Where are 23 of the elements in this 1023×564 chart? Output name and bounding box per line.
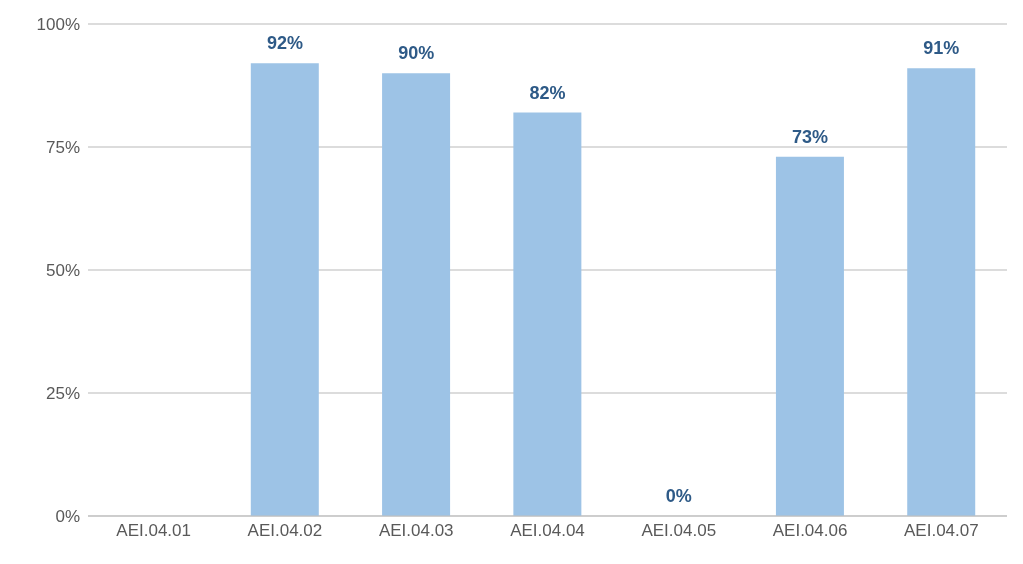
bar [382,73,451,516]
x-tick-label: AEI.04.02 [247,521,323,541]
data-label: 90% [398,43,435,64]
bar [775,156,844,516]
data-label: 82% [529,82,566,103]
y-tick-label: 75% [45,138,80,158]
x-tick-label: AEI.04.03 [378,521,454,541]
data-label: 91% [923,38,960,59]
y-tick-label: 25% [45,384,80,404]
x-tick-label: AEI.04.07 [904,521,979,541]
data-label: 73% [792,126,829,147]
y-tick-label: 50% [45,261,80,281]
y-tick-label: 0% [55,507,80,527]
x-tick-label: AEI.04.05 [641,521,717,541]
data-label: 0% [665,486,692,506]
bar [250,63,319,516]
x-tick-label: AEI.04.01 [116,521,191,541]
bar [907,68,976,516]
y-tick-label: 100% [36,15,80,35]
x-tick-label: AEI.04.06 [772,521,848,541]
bar [513,112,582,516]
x-tick-label: AEI.04.04 [510,521,585,541]
data-label: 92% [266,33,303,54]
